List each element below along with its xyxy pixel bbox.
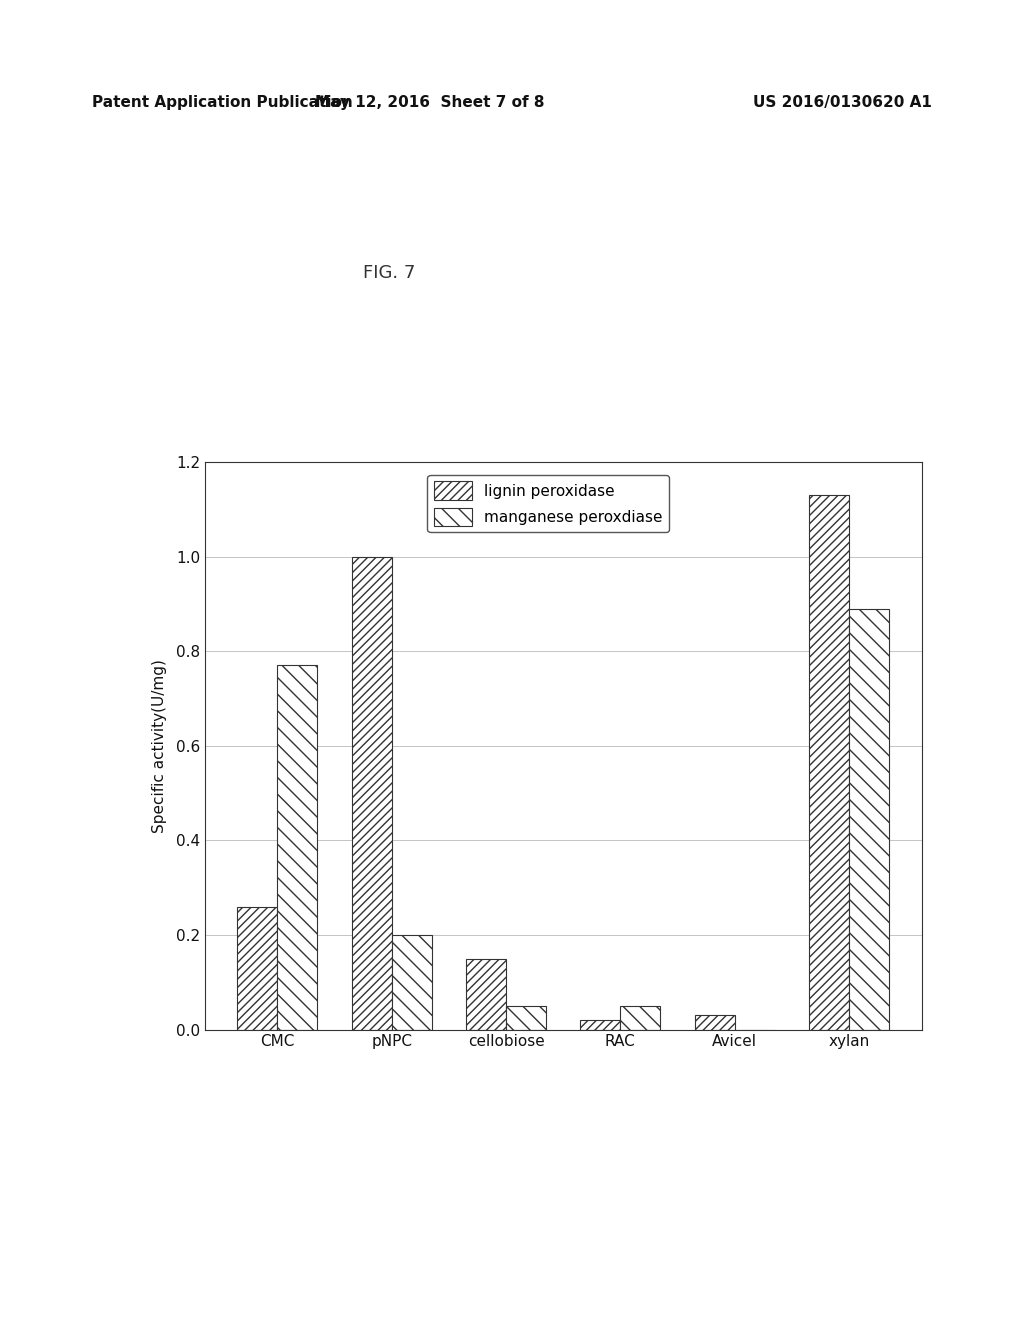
Bar — [392, 935, 432, 1030]
Bar — [621, 1006, 660, 1030]
Bar — [809, 495, 849, 1030]
Bar — [238, 907, 278, 1030]
Bar — [351, 557, 392, 1030]
Bar — [278, 665, 317, 1030]
Text: May 12, 2016  Sheet 7 of 8: May 12, 2016 Sheet 7 of 8 — [315, 95, 545, 110]
Bar — [849, 609, 889, 1030]
Legend: lignin peroxidase, manganese peroxdiase: lignin peroxidase, manganese peroxdiase — [427, 475, 669, 532]
Y-axis label: Specific activity(U/mg): Specific activity(U/mg) — [153, 659, 167, 833]
Bar — [694, 1015, 734, 1030]
Bar — [581, 1020, 621, 1030]
Bar — [466, 958, 506, 1030]
Text: Patent Application Publication: Patent Application Publication — [92, 95, 353, 110]
Bar — [506, 1006, 546, 1030]
Text: US 2016/0130620 A1: US 2016/0130620 A1 — [753, 95, 932, 110]
Text: FIG. 7: FIG. 7 — [362, 264, 416, 282]
